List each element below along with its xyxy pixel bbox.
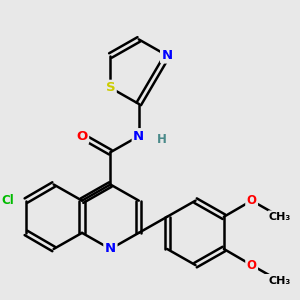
- Text: CH₃: CH₃: [269, 212, 291, 222]
- Text: CH₃: CH₃: [269, 276, 291, 286]
- Text: Cl: Cl: [2, 194, 15, 207]
- Text: O: O: [247, 194, 256, 207]
- Text: O: O: [247, 259, 256, 272]
- Text: H: H: [156, 133, 166, 146]
- Text: N: N: [133, 130, 144, 142]
- Text: S: S: [106, 81, 115, 94]
- Text: N: N: [162, 49, 173, 62]
- Text: N: N: [105, 242, 116, 256]
- Text: O: O: [76, 130, 88, 142]
